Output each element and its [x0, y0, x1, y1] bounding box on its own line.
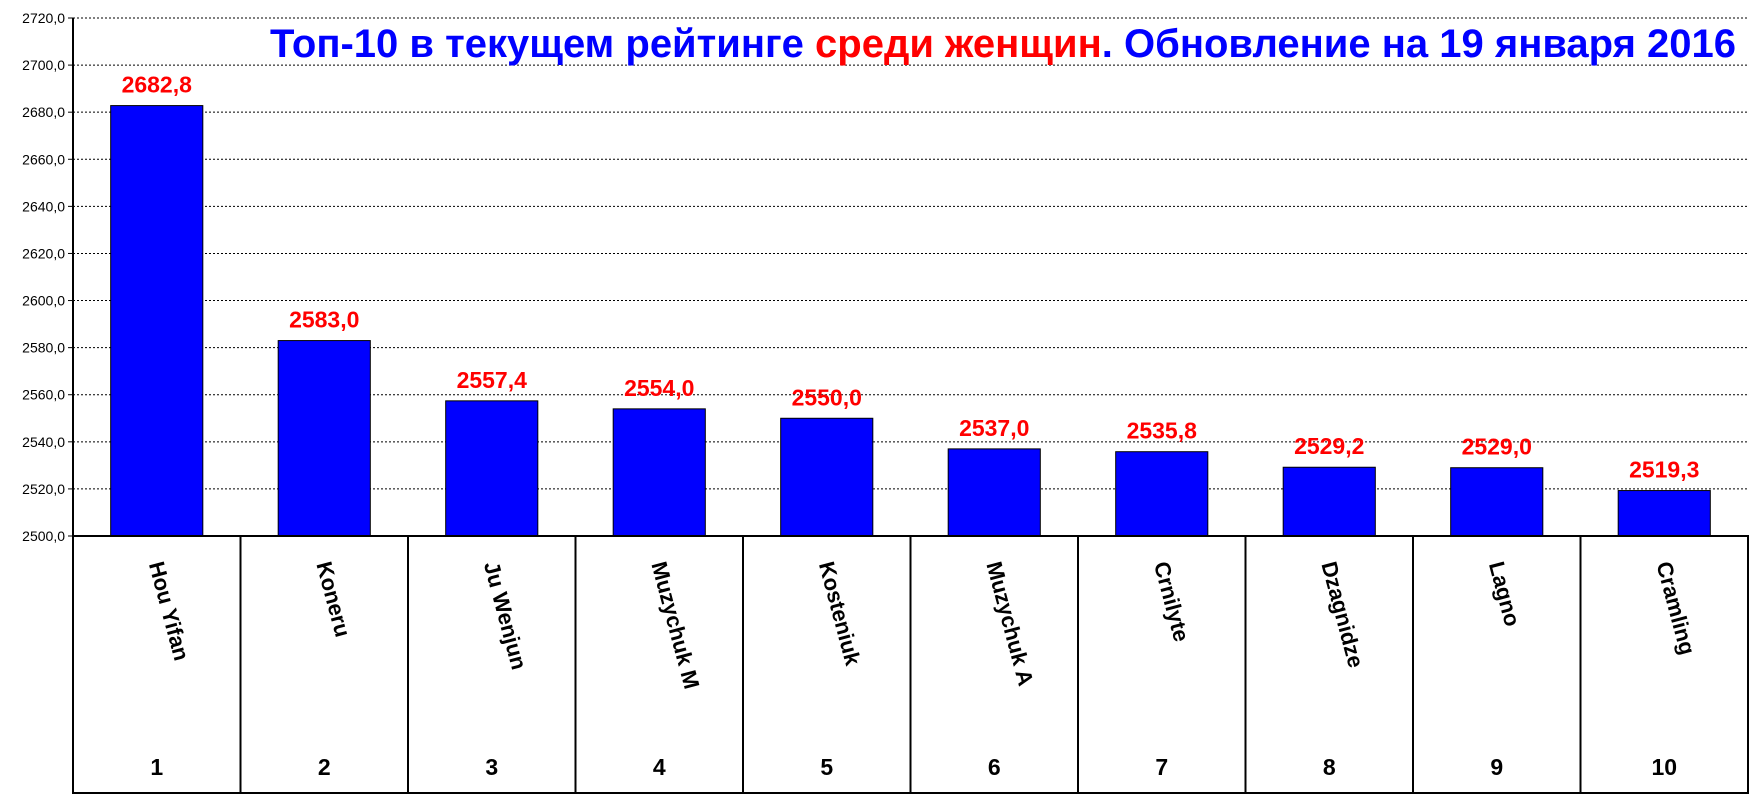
value-label: 2557,4 [457, 367, 528, 393]
bar [1617, 490, 1711, 537]
category-label: Cramling [1651, 559, 1700, 658]
bar [1282, 466, 1376, 537]
rank-label: 9 [1490, 754, 1503, 780]
value-label: 2519,3 [1629, 457, 1699, 483]
y-tick-label: 2540,0 [22, 434, 65, 450]
category-label: Muzychuk A [981, 559, 1038, 689]
chart-title: Топ-10 в текущем рейтинге среди женщин. … [270, 22, 1736, 66]
y-tick-label: 2700,0 [22, 57, 65, 73]
rank-label: 1 [150, 754, 163, 780]
bar [1450, 467, 1544, 537]
title-part: Топ-10 в текущем рейтинге [270, 22, 815, 66]
category-label: Muzychuk M [646, 559, 704, 692]
value-label: 2583,0 [289, 307, 359, 333]
bar [780, 417, 874, 537]
title-part: среди женщин [815, 22, 1102, 66]
y-tick-label: 2720,0 [22, 10, 65, 26]
category-label: Koneru [311, 559, 355, 640]
y-tick-label: 2500,0 [22, 528, 65, 544]
category-label: Dzagnidze [1316, 559, 1368, 671]
category-label: Lagno [1484, 559, 1525, 629]
y-tick-label: 2680,0 [22, 104, 65, 120]
rank-label: 6 [988, 754, 1001, 780]
bars [110, 105, 1711, 537]
bar [947, 448, 1041, 537]
category-table: Hou Yifan 1 Koneru 2 Ju Wenjun 3 Muzychuk M 4 Ko… [72, 535, 1749, 794]
y-tick-label: 2560,0 [22, 387, 65, 403]
gridlines [73, 17, 1748, 490]
value-label: 2682,8 [122, 72, 193, 98]
rank-label: 8 [1323, 754, 1336, 780]
rank-label: 10 [1651, 754, 1677, 780]
y-tick-label: 2600,0 [22, 293, 65, 309]
category-label: Ju Wenjun [479, 559, 532, 673]
rank-label: 3 [485, 754, 498, 780]
y-tick-label: 2640,0 [22, 198, 65, 214]
category-label: Crnilyte [1149, 559, 1194, 645]
rank-label: 7 [1155, 754, 1168, 780]
value-label: 2554,0 [624, 375, 694, 401]
rank-label: 4 [653, 754, 666, 780]
y-tick-label: 2620,0 [22, 245, 65, 261]
y-tick-label: 2660,0 [22, 151, 65, 167]
bar [277, 340, 371, 537]
value-label: 2537,0 [959, 415, 1029, 441]
value-label: 2529,0 [1462, 434, 1532, 460]
y-tick-label: 2520,0 [22, 481, 65, 497]
rank-label: 2 [318, 754, 331, 780]
value-labels: 2682,8 2583,0 2557,4 2554,0 2550,0 2537,0 2535… [122, 72, 1700, 483]
bar [612, 408, 706, 537]
bar [1115, 451, 1209, 537]
value-label: 2535,8 [1127, 418, 1198, 444]
title-part: . Обновление на 19 января 2016 [1102, 22, 1736, 66]
rank-label: 5 [820, 754, 833, 780]
bar [445, 400, 539, 537]
category-label: Hou Yifan [144, 559, 194, 663]
value-label: 2529,2 [1294, 433, 1364, 459]
value-label: 2550,0 [792, 384, 862, 410]
bar [110, 105, 204, 537]
y-tick-label: 2580,0 [22, 340, 65, 356]
category-label: Kosteniuk [814, 559, 866, 669]
